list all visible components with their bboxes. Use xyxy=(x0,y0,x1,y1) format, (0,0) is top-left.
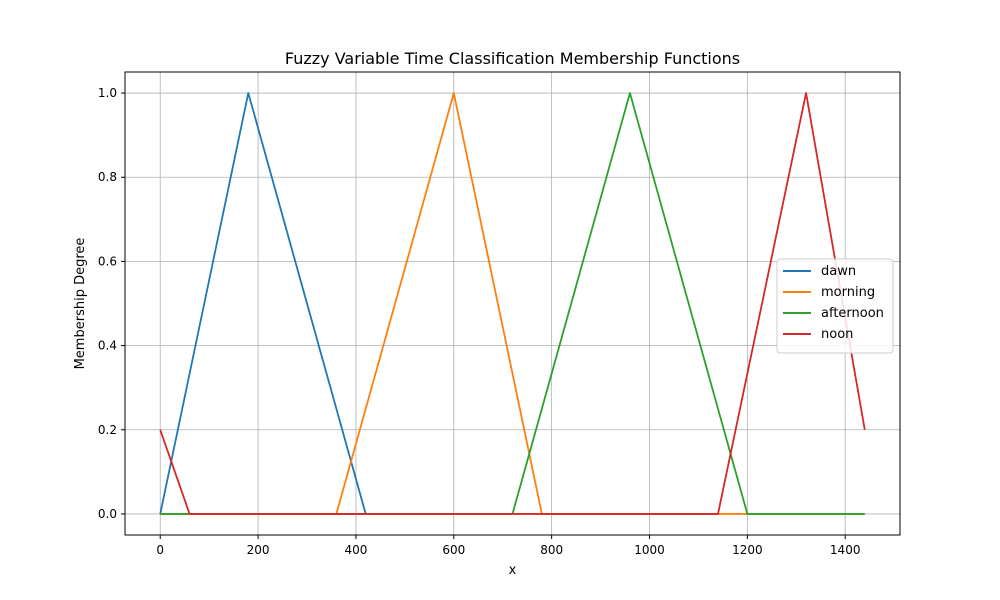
y-tick-label: 1.0 xyxy=(98,86,117,100)
series-layer xyxy=(159,92,866,515)
y-tick-label: 0.6 xyxy=(98,254,117,268)
y-tick-label: 0.4 xyxy=(98,339,117,353)
x-tick-label: 800 xyxy=(540,543,563,557)
x-axis-label: x xyxy=(509,563,517,578)
series-line-dawn xyxy=(159,92,367,515)
x-tick-label: 600 xyxy=(442,543,465,557)
x-tick-label: 0 xyxy=(156,543,164,557)
legend-label: noon xyxy=(821,327,853,342)
y-axis-label: Membership Degree xyxy=(73,238,88,370)
chart-title: Fuzzy Variable Time Classification Membe… xyxy=(285,49,740,68)
y-tick-label: 0.2 xyxy=(98,423,117,437)
plot-frame xyxy=(124,71,901,536)
legend: dawn morning afternoon noon xyxy=(776,258,894,354)
legend-label: dawn xyxy=(821,264,856,279)
x-tick-label: 400 xyxy=(344,543,367,557)
y-tick-label: 0.8 xyxy=(98,170,117,184)
x-tick-label: 200 xyxy=(247,543,270,557)
legend-label: afternoon xyxy=(821,306,884,321)
legend-box xyxy=(776,258,894,354)
ticks: 0 200 400 600 800 1000 1200 1400 0.0 0.2 0.4 0.6 0.8… xyxy=(98,86,861,557)
x-tick-label: 1400 xyxy=(830,543,861,557)
legend-label: morning xyxy=(821,285,875,300)
series-line-noon xyxy=(159,92,866,515)
x-tick-label: 1000 xyxy=(634,543,665,557)
x-tick-label: 1200 xyxy=(732,543,763,557)
y-tick-label: 0.0 xyxy=(98,507,117,521)
